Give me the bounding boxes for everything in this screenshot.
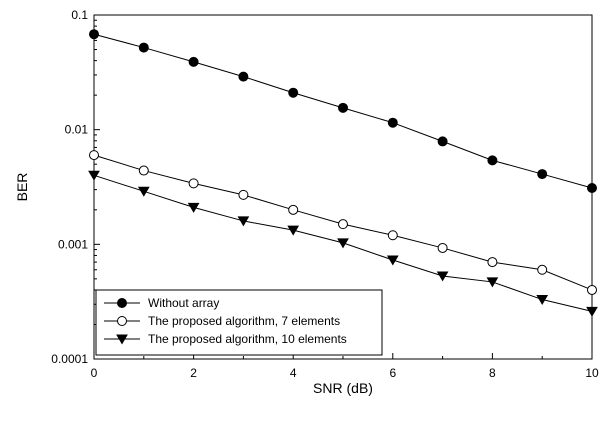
data-point — [536, 295, 549, 306]
data-point — [586, 306, 598, 317]
data-point — [436, 271, 449, 282]
data-point — [137, 186, 150, 197]
x-tick-label: 8 — [489, 366, 496, 380]
legend-item: Without array — [104, 296, 219, 310]
data-point — [537, 169, 548, 180]
series-2 — [89, 150, 597, 295]
data-point — [387, 117, 398, 128]
series-3 — [88, 170, 598, 317]
data-point — [187, 202, 200, 213]
data-point — [287, 225, 300, 236]
x-tick-label: 0 — [91, 366, 98, 380]
y-axis-ticks: 0.0001 0.001 0.01 0.1 — [51, 8, 100, 366]
legend-box — [95, 289, 383, 356]
legend: Without array The proposed algorithm, 7 e… — [95, 289, 383, 356]
data-point — [387, 230, 398, 241]
y-axis-title: BER — [14, 173, 30, 202]
legend-item: The proposed algorithm, 7 elements — [104, 314, 340, 328]
legend-label: The proposed algorithm, 7 elements — [148, 314, 340, 328]
legend-label: The proposed algorithm, 10 elements — [148, 332, 347, 346]
data-point — [537, 264, 548, 275]
data-point — [88, 170, 100, 181]
data-point — [487, 155, 498, 166]
data-point — [437, 136, 448, 147]
y-tick-label: 0.0001 — [51, 352, 88, 366]
x-axis-title: SNR (dB) — [313, 380, 373, 396]
data-point — [288, 204, 299, 215]
series-1 — [89, 29, 597, 193]
data-point — [238, 189, 249, 200]
legend-item: The proposed algorithm, 10 elements — [104, 332, 347, 346]
series-layer — [88, 29, 598, 317]
data-point — [587, 182, 597, 193]
data-point — [89, 29, 99, 40]
x-tick-label: 2 — [190, 366, 197, 380]
data-point — [486, 277, 499, 288]
data-point — [89, 150, 99, 161]
data-point — [437, 242, 448, 253]
data-point — [237, 216, 250, 227]
y-tick-label: 0.01 — [65, 123, 89, 137]
data-point — [188, 56, 199, 67]
data-point — [386, 255, 399, 266]
data-point — [188, 178, 199, 189]
data-point — [337, 238, 349, 249]
data-point — [487, 257, 498, 268]
legend-marker — [117, 316, 127, 326]
data-point — [138, 42, 149, 53]
data-point — [338, 102, 348, 113]
x-axis-ticks: 0 2 4 6 8 10 — [91, 353, 599, 380]
data-point — [587, 284, 597, 295]
y-tick-label: 0.001 — [58, 237, 88, 251]
data-point — [238, 71, 249, 82]
legend-marker — [117, 298, 127, 308]
x-tick-label: 10 — [585, 366, 599, 380]
y-tick-label: 0.1 — [71, 8, 88, 22]
legend-label: Without array — [148, 296, 219, 310]
data-point — [138, 165, 149, 176]
x-tick-label: 4 — [290, 366, 297, 380]
data-point — [288, 87, 299, 98]
x-tick-label: 6 — [389, 366, 396, 380]
legend-marker — [116, 334, 128, 345]
data-point — [338, 219, 348, 230]
